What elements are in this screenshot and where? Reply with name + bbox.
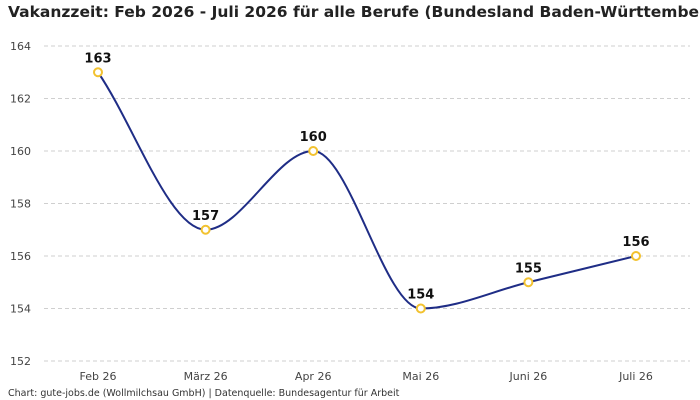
x-tick-label: Juni 26 — [509, 370, 548, 383]
data-label: 155 — [515, 261, 542, 276]
data-label: 160 — [300, 130, 327, 145]
x-tick-label: Feb 26 — [80, 370, 117, 383]
source-note: Chart: gute-jobs.de (Wollmilchsau GmbH) … — [8, 388, 400, 399]
data-points — [93, 67, 641, 314]
data-point — [631, 251, 641, 261]
x-tick-label: Mai 26 — [402, 370, 439, 383]
data-label: 156 — [622, 235, 649, 250]
y-tick-label: 156 — [10, 250, 31, 263]
y-tick-label: 154 — [10, 303, 31, 316]
data-point — [200, 224, 211, 235]
y-tick-label: 152 — [10, 355, 31, 368]
y-tick-label: 164 — [10, 40, 31, 53]
y-tick-label: 160 — [10, 145, 31, 158]
y-tick-label: 158 — [10, 198, 31, 211]
data-label: 163 — [84, 51, 111, 66]
y-tick-label: 162 — [10, 93, 31, 106]
x-tick-label: März 26 — [184, 370, 228, 383]
data-point — [93, 67, 103, 78]
data-labels: 163 157 160 154 155 156 — [84, 51, 649, 302]
data-point — [308, 146, 319, 156]
data-label: 157 — [192, 209, 219, 224]
x-tick-label: Apr 26 — [295, 370, 332, 383]
grid-lines — [44, 45, 690, 362]
data-point — [415, 303, 426, 314]
x-axis-ticks: Feb 26 März 26 Apr 26 Mai 26 Juni 26 Juli 26 — [80, 370, 653, 383]
y-axis-ticks: 152 154 156 158 160 162 164 — [10, 40, 31, 368]
chart-title: Vakanzzeit: Feb 2026 - Juli 2026 für all… — [8, 3, 700, 21]
series-line — [97, 71, 637, 310]
data-point — [523, 277, 534, 288]
x-tick-label: Juli 26 — [618, 370, 653, 383]
data-label: 154 — [407, 288, 434, 303]
